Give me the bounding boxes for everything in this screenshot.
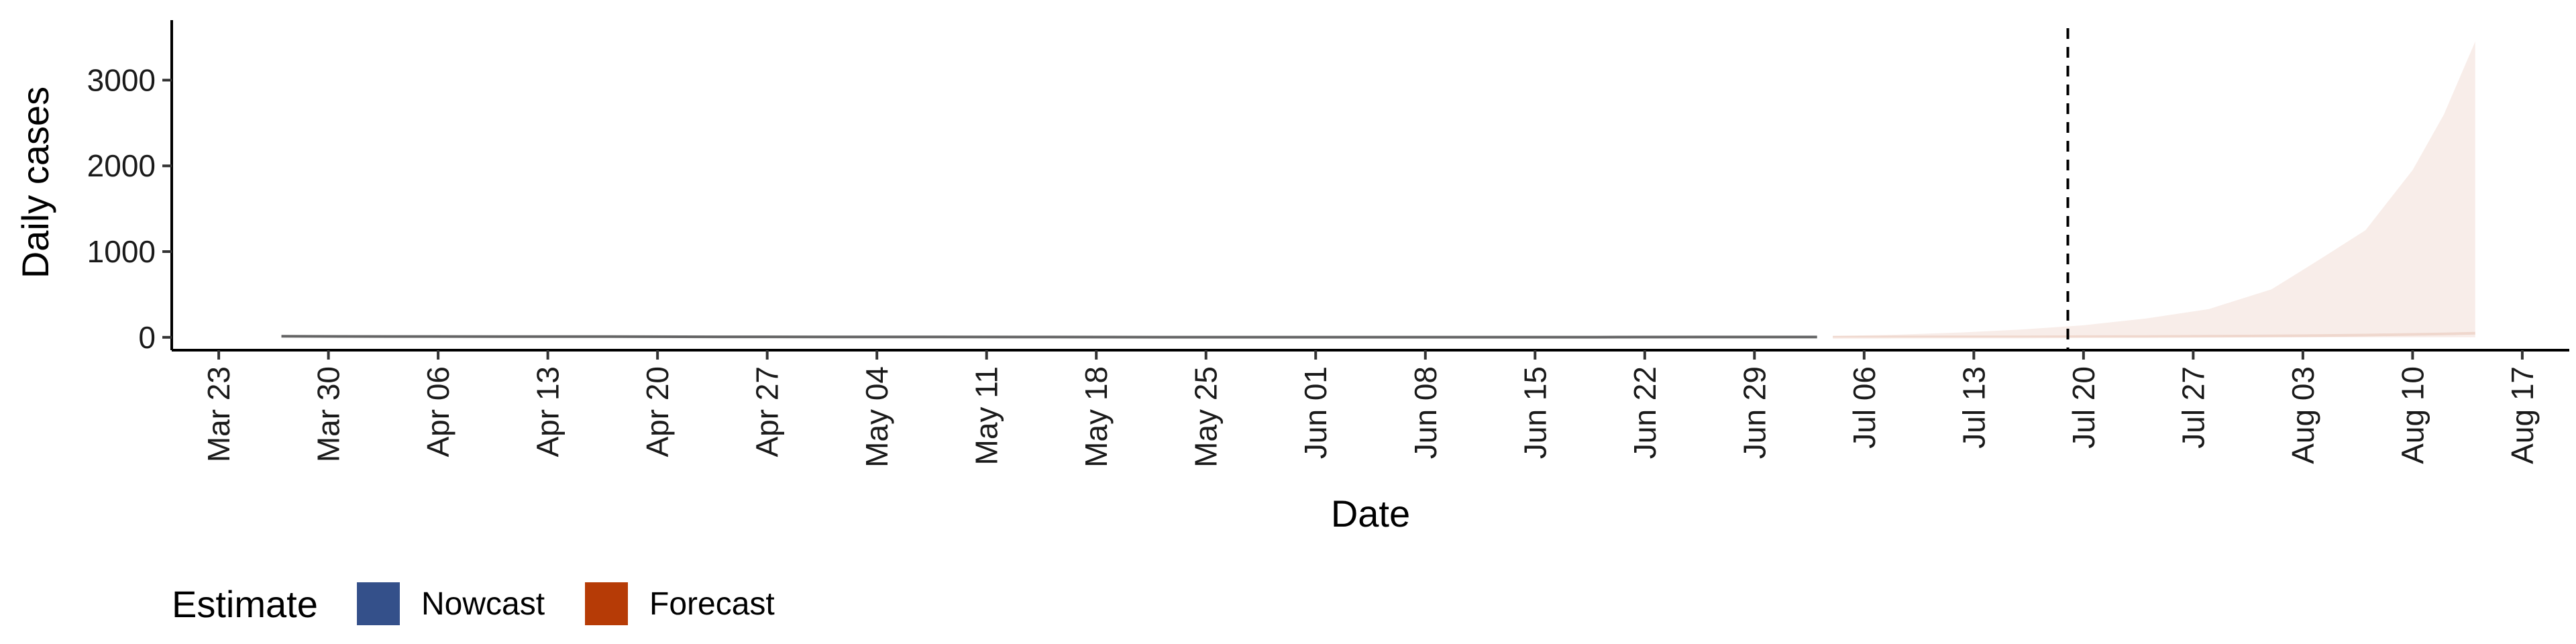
x-tick-label: Jun 08 [1408,366,1443,459]
x-tick-label: Jul 20 [2066,366,2101,449]
x-tick-label: Aug 03 [2286,366,2320,464]
x-tick-label: Jul 27 [2176,366,2210,449]
legend-title: Estimate [172,583,318,625]
nowcast-median-line [281,335,1817,339]
x-tick-label: Jun 29 [1737,366,1772,459]
legend-label-nowcast: Nowcast [421,586,545,622]
x-tick-label: May 04 [859,366,894,468]
x-tick-label: Aug 17 [2505,366,2540,464]
x-tick-label: Apr 27 [750,366,785,458]
axes: 0 1000 2000 3000 Mar 23 Mar 30 Apr 06 Apr 13 Ap… [87,20,2569,468]
x-tick-label: Jul 13 [1956,366,1991,449]
x-tick-label: Apr 13 [531,366,566,458]
x-tick-label: May 18 [1079,366,1114,468]
x-tick-label: May 11 [969,366,1004,465]
x-tick-label: Jun 22 [1627,366,1662,459]
legend: Estimate Nowcast Forecast [172,582,775,625]
median-lines [281,331,2475,339]
x-tick-label: Jul 06 [1847,366,1882,449]
x-ticks: Mar 23 Mar 30 Apr 06 Apr 13 Apr 20 Apr 27 May … [201,350,2540,468]
legend-entries: Nowcast Forecast [357,582,775,625]
x-tick-label: Mar 30 [311,366,346,462]
y-tick-label: 1000 [87,234,156,269]
x-tick-label: Jun 15 [1517,366,1552,459]
x-tick-label: Aug 10 [2395,366,2430,464]
x-axis-title: Date [1331,492,1410,535]
confidence-bands [281,41,2475,337]
forecast-band [1833,41,2475,337]
x-tick-label: Apr 06 [421,366,455,458]
y-tick-label: 0 [138,320,156,355]
y-tick-label: 2000 [87,148,156,183]
y-tick-label: 3000 [87,62,156,97]
y-axis-title: Daily cases [14,87,56,278]
forecast-median-line [1833,331,2475,339]
x-tick-label: May 25 [1189,366,1224,468]
legend-label-forecast: Forecast [649,586,775,622]
y-ticks: 0 1000 2000 3000 [87,62,172,355]
x-tick-label: Apr 20 [640,366,675,458]
legend-swatch-nowcast [357,582,400,625]
legend-swatch-forecast [585,582,628,625]
x-tick-label: Jun 01 [1298,366,1333,459]
x-tick-label: Mar 23 [201,366,236,462]
plot-area [281,28,2475,350]
